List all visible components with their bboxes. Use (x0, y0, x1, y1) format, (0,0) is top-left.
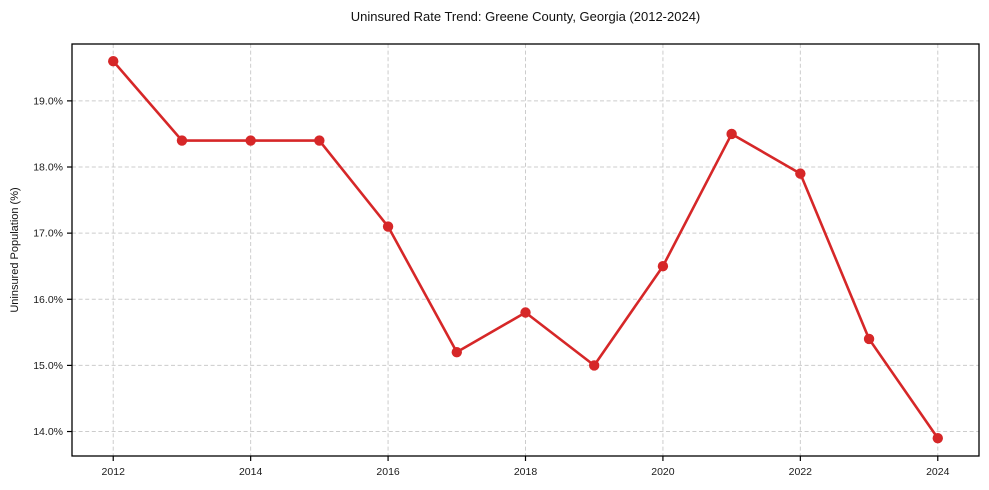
y-tick-label: 16.0% (33, 294, 63, 306)
y-tick-label: 18.0% (33, 162, 63, 174)
chart-title: Uninsured Rate Trend: Greene County, Geo… (350, 9, 701, 24)
x-tick-label: 2020 (651, 466, 675, 478)
data-point (589, 360, 600, 371)
data-point (314, 135, 325, 146)
y-tick-label: 19.0% (33, 95, 63, 107)
x-tick-label: 2014 (239, 466, 263, 478)
x-tick-label: 2022 (789, 466, 813, 478)
data-point (520, 307, 531, 318)
data-point (932, 432, 943, 444)
y-tick-label: 14.0% (33, 426, 63, 438)
data-point (108, 55, 119, 67)
data-point (657, 261, 669, 272)
x-tick-label: 2016 (376, 466, 400, 478)
data-point (795, 168, 806, 179)
x-tick-label: 2018 (514, 466, 538, 478)
data-point (863, 333, 875, 345)
data-point (382, 221, 394, 232)
x-tick-label: 2012 (102, 466, 126, 478)
data-point (176, 135, 188, 146)
data-point (451, 346, 462, 358)
y-tick-label: 15.0% (33, 360, 63, 372)
x-tick-label: 2024 (926, 466, 950, 478)
plot-border (71, 43, 980, 457)
data-point (245, 135, 256, 146)
y-axis-label: Uninsured Population (%) (9, 187, 21, 313)
data-point (726, 128, 737, 140)
y-tick-label: 17.0% (33, 228, 63, 240)
